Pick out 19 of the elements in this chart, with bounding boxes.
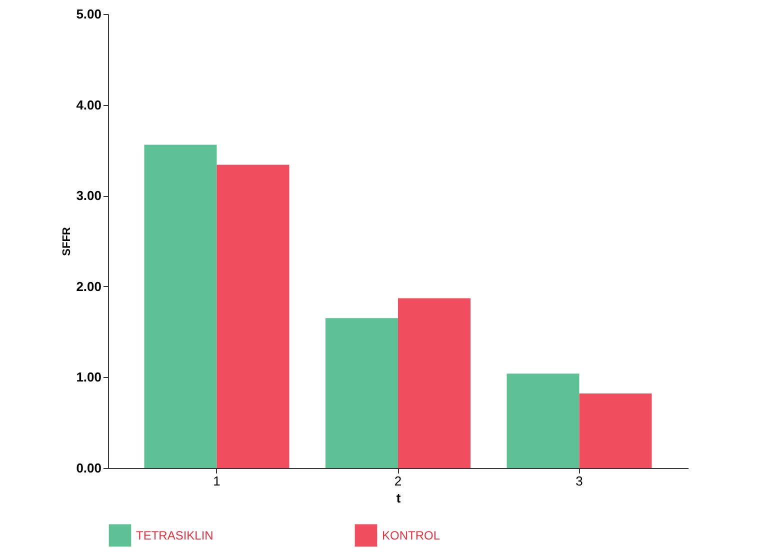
bar	[326, 318, 398, 468]
y-tick-label: 3.00	[76, 188, 102, 204]
bar	[579, 394, 652, 468]
y-axis-title: SFFR	[61, 227, 74, 256]
y-tick-label: 0.00	[76, 460, 102, 476]
legend-label: KONTROL	[382, 528, 440, 542]
y-tick-label: 4.00	[76, 97, 102, 112]
x-tick-label: 1	[213, 474, 220, 488]
bar	[144, 144, 217, 468]
x-tick-label: 3	[576, 474, 583, 488]
legend-label: TETRASIKLIN	[136, 528, 214, 542]
bar	[216, 164, 290, 468]
y-tick-label: 1.00	[76, 370, 102, 385]
x-axis-title: t	[396, 490, 402, 506]
bar	[506, 374, 580, 468]
x-tick-label: 2	[394, 474, 402, 488]
y-tick-label: 5.00	[76, 6, 102, 22]
y-tick-label: 2.00	[76, 278, 102, 294]
bar	[398, 298, 470, 468]
